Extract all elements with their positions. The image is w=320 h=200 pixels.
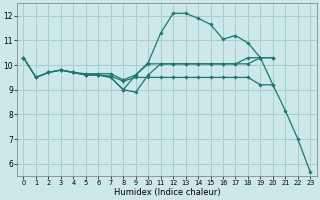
X-axis label: Humidex (Indice chaleur): Humidex (Indice chaleur) — [114, 188, 220, 197]
